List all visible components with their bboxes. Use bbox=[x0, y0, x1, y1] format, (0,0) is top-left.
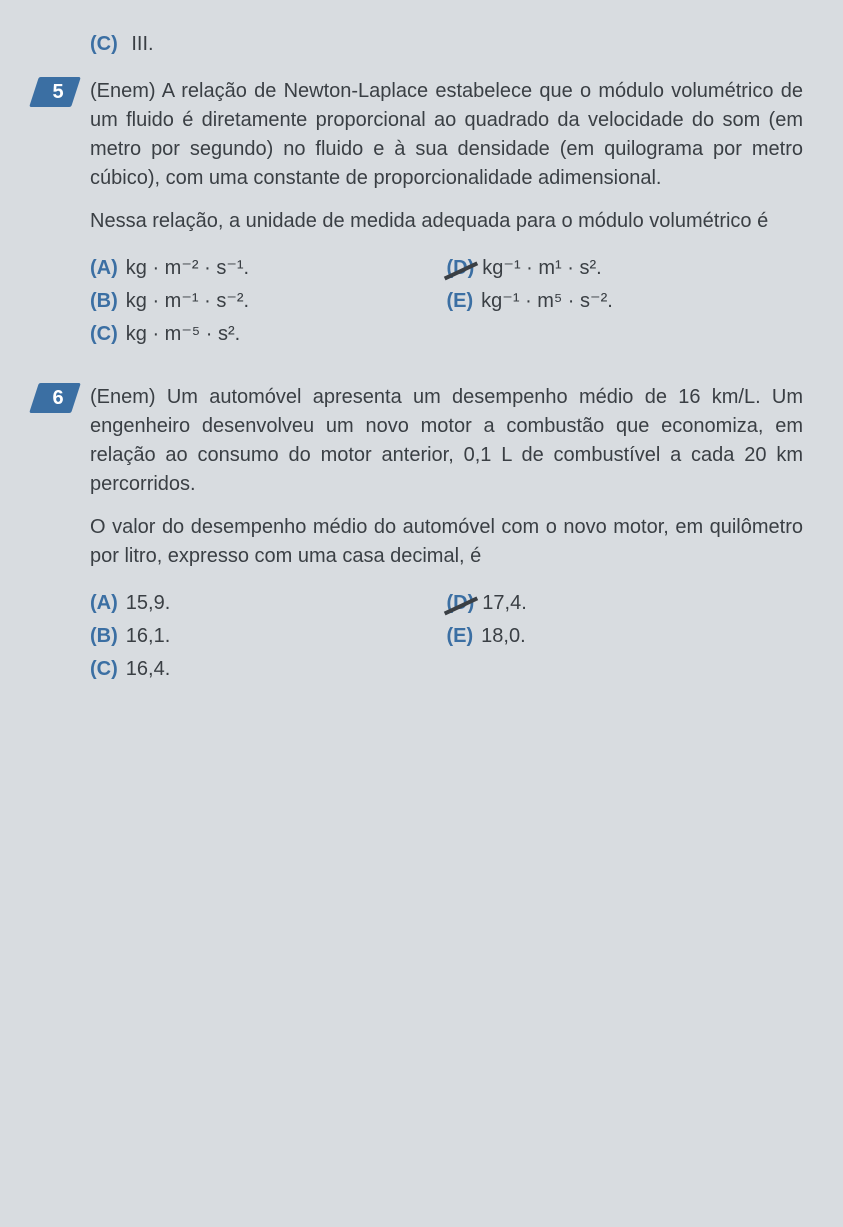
choice-text: kg⁻¹ · m¹ · s². bbox=[482, 254, 601, 283]
choice-e: (E) 18,0. bbox=[447, 622, 804, 651]
question-number: 5 bbox=[52, 81, 63, 103]
choice-c: (C) kg · m⁻⁵ · s². bbox=[90, 320, 447, 349]
choice-b: (B) 16,1. bbox=[90, 622, 447, 651]
choice-col-left: (A) 15,9. (B) 16,1. (C) 16,4. bbox=[90, 585, 447, 688]
question-stem: (Enem) Um automóvel apresenta um desempe… bbox=[90, 383, 803, 499]
question-header: 5 (Enem) A relação de Newton-Laplace est… bbox=[40, 77, 803, 353]
choice-b: (B) kg · m⁻¹ · s⁻². bbox=[90, 287, 447, 316]
choice-letter: (E) bbox=[447, 622, 474, 651]
choice-letter: (C) bbox=[90, 30, 118, 59]
question-substem: O valor do desempenho médio do automóvel… bbox=[90, 513, 803, 571]
choice-a: (A) 15,9. bbox=[90, 589, 447, 618]
choice-letter: (A) bbox=[90, 254, 118, 283]
question-text: (Enem) Um automóvel apresenta um desempe… bbox=[90, 383, 803, 688]
choice-grid: (A) kg · m⁻² · s⁻¹. (B) kg · m⁻¹ · s⁻². … bbox=[90, 250, 803, 353]
choice-text: kg · m⁻⁵ · s². bbox=[126, 320, 240, 349]
question-stem: (Enem) A relação de Newton-Laplace estab… bbox=[90, 77, 803, 193]
choice-d: (D) kg⁻¹ · m¹ · s². bbox=[447, 254, 804, 283]
choice-letter: (D) bbox=[447, 589, 475, 618]
choice-letter: (C) bbox=[90, 320, 118, 349]
choice-text: 18,0. bbox=[481, 622, 525, 651]
choice-letter: (E) bbox=[447, 287, 474, 316]
question-number-badge: 6 bbox=[40, 383, 76, 413]
question-header: 6 (Enem) Um automóvel apresenta um desem… bbox=[40, 383, 803, 688]
choice-e: (E) kg⁻¹ · m⁵ · s⁻². bbox=[447, 287, 804, 316]
choice-c: (C) 16,4. bbox=[90, 655, 447, 684]
choice-text: 16,1. bbox=[126, 622, 170, 651]
choice-d: (D) 17,4. bbox=[447, 589, 804, 618]
choice-text: III. bbox=[131, 33, 153, 55]
question-number: 6 bbox=[52, 387, 63, 409]
choice-text: 17,4. bbox=[482, 589, 526, 618]
choice-col-right: (D) 17,4. (E) 18,0. bbox=[447, 585, 804, 688]
choice-letter: (A) bbox=[90, 589, 118, 618]
choice-text: 16,4. bbox=[126, 655, 170, 684]
choice-a: (A) kg · m⁻² · s⁻¹. bbox=[90, 254, 447, 283]
question-number-badge: 5 bbox=[40, 77, 76, 107]
choice-text: kg⁻¹ · m⁵ · s⁻². bbox=[481, 287, 613, 316]
choice-letter: (B) bbox=[90, 622, 118, 651]
orphan-choice: (C) III. bbox=[90, 30, 803, 59]
choice-col-right: (D) kg⁻¹ · m¹ · s². (E) kg⁻¹ · m⁵ · s⁻². bbox=[447, 250, 804, 353]
question-text: (Enem) A relação de Newton-Laplace estab… bbox=[90, 77, 803, 353]
choice-letter: (B) bbox=[90, 287, 118, 316]
choice-grid: (A) 15,9. (B) 16,1. (C) 16,4. (D) bbox=[90, 585, 803, 688]
choice-letter: (D) bbox=[447, 254, 475, 283]
choice-text: 15,9. bbox=[126, 589, 170, 618]
choice-text: kg · m⁻¹ · s⁻². bbox=[126, 287, 249, 316]
question-substem: Nessa relação, a unidade de medida adequ… bbox=[90, 207, 803, 236]
choice-text: kg · m⁻² · s⁻¹. bbox=[126, 254, 249, 283]
question-5: 5 (Enem) A relação de Newton-Laplace est… bbox=[40, 77, 803, 353]
question-6: 6 (Enem) Um automóvel apresenta um desem… bbox=[40, 383, 803, 688]
choice-col-left: (A) kg · m⁻² · s⁻¹. (B) kg · m⁻¹ · s⁻². … bbox=[90, 250, 447, 353]
choice-letter: (C) bbox=[90, 655, 118, 684]
